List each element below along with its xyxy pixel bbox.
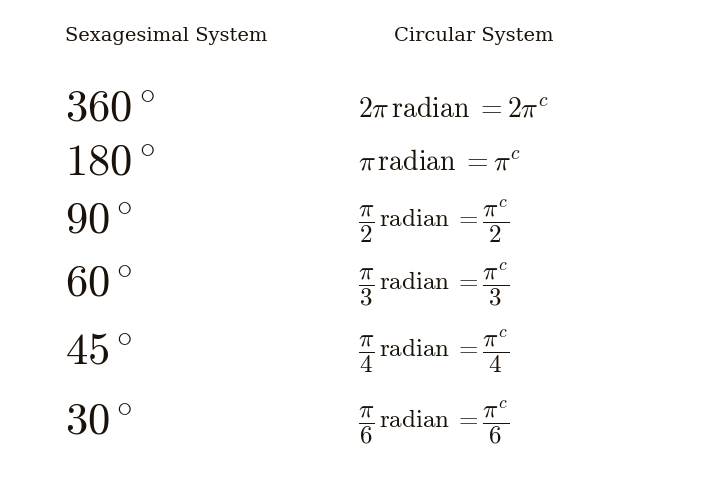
Text: $2\pi\,\mathrm{radian}\;=2\pi^c$: $2\pi\,\mathrm{radian}\;=2\pi^c$ xyxy=(358,95,549,122)
Text: $180^\circ$: $180^\circ$ xyxy=(65,140,154,184)
Text: $\dfrac{\pi}{4}\,\mathrm{radian}\;=\dfrac{\pi^c}{4}$: $\dfrac{\pi}{4}\,\mathrm{radian}\;=\dfra… xyxy=(358,327,511,375)
Text: Sexagesimal System: Sexagesimal System xyxy=(65,27,267,45)
Text: $45^\circ$: $45^\circ$ xyxy=(65,329,132,373)
Text: $\dfrac{\pi}{3}\,\mathrm{radian}\;=\dfrac{\pi^c}{3}$: $\dfrac{\pi}{3}\,\mathrm{radian}\;=\dfra… xyxy=(358,259,511,307)
Text: Circular System: Circular System xyxy=(394,27,554,45)
Text: $\dfrac{\pi}{2}\,\mathrm{radian}\;=\dfrac{\pi^c}{2}$: $\dfrac{\pi}{2}\,\mathrm{radian}\;=\dfra… xyxy=(358,197,511,244)
Text: $90^\circ$: $90^\circ$ xyxy=(65,198,132,242)
Text: $30^\circ$: $30^\circ$ xyxy=(65,399,132,443)
Text: $60^\circ$: $60^\circ$ xyxy=(65,261,132,305)
Text: $360^\circ$: $360^\circ$ xyxy=(65,87,154,131)
Text: $\dfrac{\pi}{6}\,\mathrm{radian}\;=\dfrac{\pi^c}{6}$: $\dfrac{\pi}{6}\,\mathrm{radian}\;=\dfra… xyxy=(358,397,511,445)
Text: $\pi\,\mathrm{radian}\;=\pi^c$: $\pi\,\mathrm{radian}\;=\pi^c$ xyxy=(358,149,521,176)
